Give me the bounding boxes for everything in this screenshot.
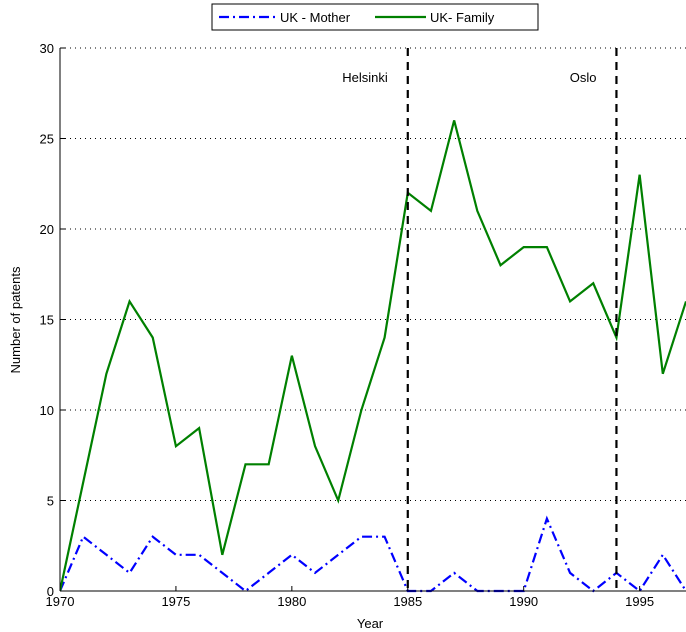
annotation-label-oslo: Oslo — [570, 70, 597, 85]
x-tick-label-1990: 1990 — [509, 594, 538, 609]
legend-label-uk-family: UK- Family — [430, 10, 495, 25]
x-axis-label: Year — [357, 616, 384, 631]
series-lines — [60, 120, 686, 593]
legend-label-uk-mother: UK - Mother — [280, 10, 351, 25]
y-tick-label-0: 0 — [47, 584, 54, 599]
y-tick-label-5: 5 — [47, 494, 54, 509]
y-tick-label-30: 30 — [40, 41, 54, 56]
series-line-uk-mother — [60, 515, 686, 593]
annotations: Helsinki Oslo — [342, 48, 618, 591]
x-tick-label-1970: 1970 — [46, 594, 75, 609]
annotation-label-helsinki: Helsinki — [342, 70, 388, 85]
x-tick-label-1980: 1980 — [277, 594, 306, 609]
y-tick-label-25: 25 — [40, 132, 54, 147]
x-tick-label-1985: 1985 — [393, 594, 422, 609]
legend: UK - Mother UK- Family — [211, 3, 539, 31]
series-line-uk-family — [60, 120, 686, 592]
y-tick-label-15: 15 — [40, 313, 54, 328]
grid-lines — [60, 47, 686, 501]
y-tick-label-10: 10 — [40, 403, 54, 418]
axes — [59, 47, 686, 592]
x-tick-label-1975: 1975 — [161, 594, 190, 609]
tick-labels: 0 5 10 15 20 25 30 1970 1975 1980 1985 1990 1995 — [40, 41, 655, 609]
x-tick-label-1995: 1995 — [625, 594, 654, 609]
y-tick-label-20: 20 — [40, 222, 54, 237]
y-axis-label: Number of patents — [8, 266, 23, 373]
